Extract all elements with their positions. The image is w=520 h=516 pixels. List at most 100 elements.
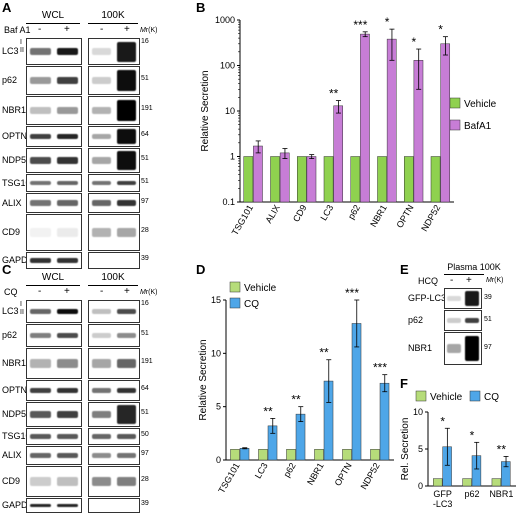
legend-swatch-vehicle	[449, 97, 461, 109]
mw-marker: 51	[141, 155, 149, 162]
bar-vehicle	[370, 449, 380, 461]
mw-marker: 191	[141, 358, 153, 365]
blot-lane-wcl	[26, 96, 82, 125]
protein-label-gapdh: GAPDH	[2, 255, 35, 265]
blot-lane-100k	[88, 324, 140, 347]
blot-lane-100k	[88, 428, 140, 445]
mw-marker: 16	[141, 38, 149, 45]
column-header-plasma-100k: Plasma 100K	[447, 262, 501, 272]
treatment-sign: +	[64, 286, 70, 297]
legend-label-vehicle: Vehicle	[464, 99, 497, 110]
bar-vehicle	[403, 156, 414, 203]
treatment-sign: -	[38, 24, 42, 35]
blot-lane-wcl	[26, 402, 82, 427]
blot-lane-100k	[88, 38, 140, 65]
protein-label-p62: p62	[2, 330, 18, 340]
panel-letter-a: A	[2, 0, 12, 15]
legend-swatch-vehicle	[229, 281, 241, 293]
treatment-sign: -	[100, 286, 104, 297]
legend-label-vehicle: Vehicle	[244, 283, 277, 294]
y-tick-label: 10	[413, 407, 423, 417]
y-tick-label: 0.1	[222, 197, 235, 207]
bar-vehicle	[433, 478, 443, 487]
blot-lane-100k	[88, 466, 140, 497]
mw-unit-symbol: M	[486, 277, 492, 284]
protein-label-lc3: LC3	[2, 306, 19, 316]
significance-marker: ***	[373, 361, 387, 375]
mw-marker: 64	[141, 131, 149, 138]
protein-label-lc3: LC3	[2, 46, 19, 56]
blot-lane-plasma	[444, 332, 482, 365]
legend-swatch-cq	[229, 297, 241, 309]
mw-marker: 191	[141, 105, 153, 112]
blot-lane-wcl	[26, 193, 82, 213]
protein-label-nbr1: NBR1	[408, 343, 433, 353]
x-tick-label: TSG101	[230, 203, 255, 237]
blot-lane-100k	[88, 252, 140, 269]
x-tick-label-line: NBR1	[489, 489, 513, 499]
legend-swatch-bafa1	[449, 119, 461, 131]
blot-lane-100k	[88, 498, 140, 513]
column-header-wcl: WCL	[41, 10, 65, 21]
treatment-sign: -	[100, 24, 104, 35]
blot-lane-100k	[88, 402, 140, 427]
header-underline-100k	[88, 23, 138, 24]
blot-lane-wcl	[26, 300, 82, 323]
mw-marker: 51	[141, 177, 149, 185]
treatment-sign: +	[466, 275, 472, 286]
mw-unit-symbol: M	[140, 27, 146, 34]
blot-lane-wcl	[26, 428, 82, 445]
y-axis-label: Relative Secretion	[198, 339, 209, 420]
western-blot-a: WCL 100K Baf A1- + - + Mr(K) LC3 I II 16 p62 51 NBR1 1…	[0, 0, 195, 269]
bar-vehicle	[377, 156, 387, 203]
y-tick-label: 1000	[215, 15, 235, 25]
y-axis-label: Relative Secretion	[200, 70, 211, 151]
mw-marker: 51	[141, 409, 149, 416]
blot-lane-100k	[88, 300, 140, 323]
protein-label-gfp-lc3: GFP-LC3	[408, 293, 447, 303]
treatment-label: HCQ	[418, 276, 438, 286]
x-tick-label: NBR1	[489, 489, 513, 499]
mw-marker: 51	[141, 75, 149, 82]
bar-chart-b: 0.1 1 10 100 1000 Relative Secretion TSG101 ALI…	[200, 15, 497, 237]
mw-unit-label: Mr(K)	[140, 27, 158, 34]
bar-cq	[239, 448, 250, 461]
mw-unit-suffix: r(K)	[145, 27, 158, 34]
blot-lane-100k	[88, 380, 140, 401]
x-tick-label: NBR1	[305, 461, 326, 487]
lc3-form-label: II	[20, 47, 24, 54]
significance-marker: **	[291, 393, 301, 407]
legend-label-vehicle: Vehicle	[430, 392, 463, 403]
blot-lane-wcl	[26, 66, 82, 95]
y-tick-label: 0	[418, 481, 423, 491]
significance-marker: ***	[353, 18, 367, 32]
y-tick-label: 5	[216, 402, 221, 412]
bar-cq	[379, 382, 390, 461]
y-tick-label: 0	[216, 455, 221, 465]
western-blot-e: Plasma 100K HCQ - + Mr(K) GFP-LC3 39 p62 51 NBR1 9…	[400, 262, 520, 376]
bar-bafa1	[386, 38, 397, 203]
blot-lane-wcl	[26, 126, 82, 147]
column-header-100k: 100K	[101, 10, 125, 21]
bar-vehicle	[462, 478, 472, 487]
x-tick-label: ALIX	[263, 203, 281, 225]
lc3-form-label: I	[20, 39, 22, 46]
x-tick-label: NDP52	[419, 203, 442, 233]
legend-label-cq: CQ	[244, 299, 259, 310]
blot-lane-100k	[88, 66, 140, 95]
protein-label-ndp52: NDP52	[2, 409, 32, 419]
blot-lane-plasma	[444, 310, 482, 331]
header-underline-wcl	[26, 285, 80, 286]
x-tick-label: p62	[346, 203, 362, 221]
treatment-sign: +	[124, 286, 130, 297]
blot-lane-100k	[88, 174, 140, 192]
y-tick-label: 5	[418, 444, 423, 454]
significance-marker: **	[263, 404, 273, 418]
mw-marker: 16	[141, 300, 149, 307]
protein-label-cd9: CD9	[2, 476, 21, 486]
significance-marker: **	[329, 87, 339, 101]
bar-vehicle	[491, 478, 502, 487]
blot-lane-wcl	[26, 214, 82, 251]
y-tick-label: 10	[225, 106, 235, 116]
mw-marker: 50	[141, 431, 149, 438]
